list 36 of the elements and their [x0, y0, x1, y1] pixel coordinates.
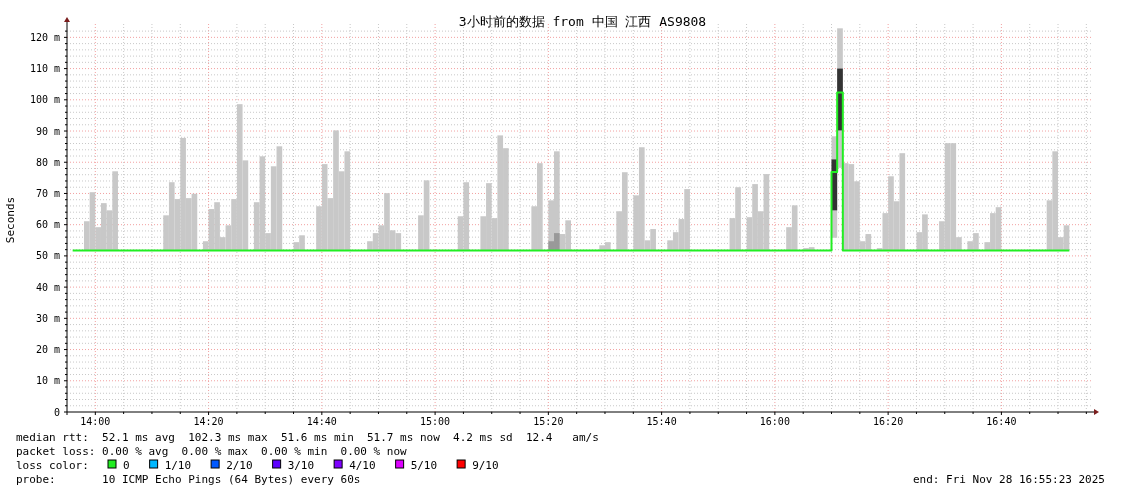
legend-label: 1/10 — [164, 459, 192, 472]
text: median rtt: 52.1 ms avg 102.3 ms max 51.6 ms min 51.7 ms now 4.2 ms sd 12.4 am/s — [16, 431, 599, 444]
legend-label: 2/10 — [226, 459, 253, 472]
x-tick-label: 15:00 — [420, 416, 451, 427]
legend-title: loss color: — [16, 459, 89, 472]
y-axis-title: Seconds — [4, 196, 17, 244]
x-tick-label: 15:40 — [646, 416, 677, 427]
y-tick-label: 10 m — [35, 375, 60, 387]
y-tick-label: 100 m — [29, 94, 60, 106]
x-tick-label: 16:20 — [873, 416, 904, 427]
x-tick-label: 14:40 — [306, 416, 337, 427]
x-tick-label: 16:00 — [759, 416, 790, 427]
y-tick-label: 80 m — [35, 156, 60, 168]
y-tick-label: 120 m — [29, 31, 60, 43]
chart-title: 3小时前的数据 from 中国 江西 AS9808 — [458, 14, 707, 29]
text: end: Fri Nov 28 16:55:23 2025 — [912, 473, 1105, 486]
x-tick-label: 14:00 — [80, 416, 111, 427]
y-tick-label: 60 m — [35, 219, 60, 231]
text: packet loss: 0.00 % avg 0.00 % max 0.00 % min 0.00 % now — [16, 445, 408, 458]
legend-label: 0 — [123, 459, 130, 472]
y-tick-label: 110 m — [29, 63, 60, 75]
x-tick-label: 14:20 — [193, 416, 224, 427]
legend-label: 3/10 — [287, 459, 315, 472]
y-tick-label: 90 m — [35, 125, 60, 137]
y-tick-label: 40 m — [35, 281, 60, 293]
text: probe: 10 ICMP Echo Pings (64 Bytes) every 60s — [16, 473, 361, 486]
legend-label: 5/10 — [410, 459, 438, 472]
y-tick-label: 30 m — [35, 312, 60, 324]
y-tick-label: 20 m — [35, 344, 60, 356]
y-tick-label: 70 m — [35, 187, 60, 199]
x-tick-label: 15:20 — [533, 416, 564, 427]
y-tick-label: 50 m — [35, 250, 60, 262]
x-tick-label: 16:40 — [986, 416, 1017, 427]
legend-label: 4/10 — [349, 459, 376, 472]
y-tick-label: 0 — [53, 406, 60, 418]
legend-label: 9/10 — [472, 459, 499, 472]
